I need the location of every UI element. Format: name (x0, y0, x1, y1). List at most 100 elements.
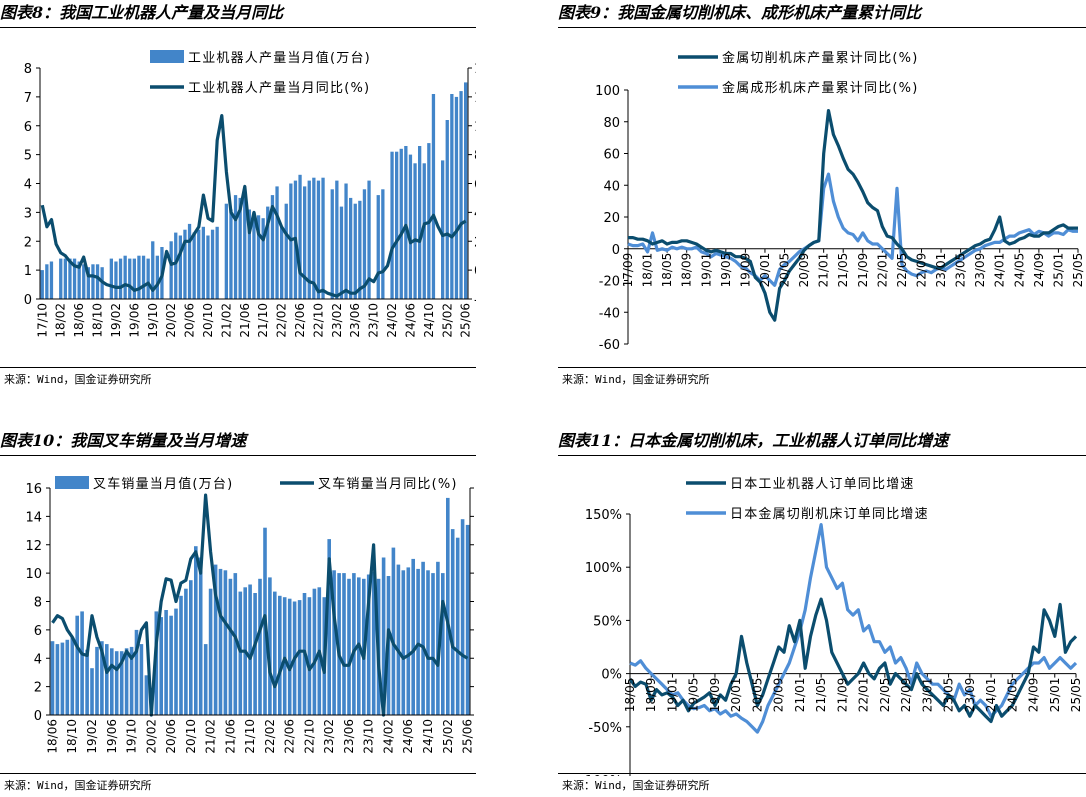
bar (169, 615, 173, 715)
x-tick-label: 25/06 (459, 303, 473, 338)
x-tick-label: 24/01 (993, 253, 1007, 288)
x-tick-label: 18/09 (644, 678, 658, 713)
bar (192, 232, 196, 299)
x-tick-label: 22/02 (263, 719, 277, 754)
y-tick-label: 80 (603, 116, 620, 131)
bar (247, 209, 251, 299)
bar (164, 610, 168, 715)
x-tick-label: 22/10 (311, 303, 325, 338)
x-tick-label: 21/01 (817, 253, 831, 288)
bar (418, 146, 422, 299)
x-tick-label: 19/02 (109, 303, 123, 338)
bar (238, 591, 243, 715)
bar (72, 258, 77, 299)
x-tick-label: 21/10 (256, 303, 270, 338)
bar (284, 203, 288, 299)
x-tick-label: 19/01 (699, 253, 713, 288)
x-tick-label: 19/06 (105, 719, 119, 754)
bar (416, 568, 420, 715)
series-line (628, 109, 1078, 322)
title-rule (0, 455, 476, 456)
bar (321, 177, 325, 299)
bar (312, 177, 316, 299)
bar (109, 258, 113, 299)
bar (146, 258, 150, 299)
x-tick-label: 24/10 (422, 303, 436, 338)
y-tick-label: 1 (24, 264, 32, 279)
bar (114, 651, 119, 715)
bar (280, 226, 284, 299)
bar (391, 547, 396, 715)
bar (344, 183, 348, 299)
bar (45, 264, 49, 299)
x-tick-label: 21/01 (793, 678, 807, 713)
bar (459, 91, 463, 299)
x-tick-label: 23/10 (362, 719, 376, 754)
bar (431, 573, 435, 715)
x-tick-label: 25/05 (1069, 678, 1083, 713)
bar (128, 258, 132, 299)
bar (450, 94, 454, 299)
bar (123, 255, 127, 299)
bar (349, 197, 353, 299)
bar (174, 232, 178, 299)
source-rule (0, 367, 476, 368)
bar (194, 546, 198, 715)
bar (441, 160, 445, 299)
bar (275, 186, 279, 299)
bar (55, 644, 60, 715)
bar (63, 258, 67, 299)
x-tick-label: 17/09 (621, 253, 635, 288)
bar (342, 573, 346, 715)
bar (406, 567, 411, 715)
bar (77, 261, 81, 299)
y-tick-label: -20 (474, 293, 476, 308)
series-line (51, 493, 469, 717)
x-tick-label: 25/05 (1071, 253, 1085, 288)
bar (390, 151, 394, 299)
panel-title: 图表11：日本金属切削机床，工业机器人订单同比增速 (558, 431, 949, 450)
bar (243, 195, 247, 299)
bar (253, 593, 257, 715)
bar (228, 578, 233, 715)
bar (401, 570, 406, 715)
bar (238, 197, 242, 299)
title-rule (0, 27, 476, 28)
x-tick-label: 24/05 (1005, 678, 1019, 713)
bar (436, 561, 440, 715)
bar (307, 597, 312, 715)
x-tick-label: 19/05 (719, 253, 733, 288)
x-tick-label: 22/06 (283, 719, 297, 754)
bar (95, 264, 100, 299)
bar (248, 584, 252, 715)
y-tick-label: 14 (25, 510, 42, 525)
bar (261, 218, 265, 299)
bar (49, 261, 54, 299)
bar (82, 264, 86, 299)
bar (224, 203, 228, 299)
bar (189, 580, 193, 715)
y-tick-label: 100 (474, 120, 476, 135)
bar (332, 570, 336, 715)
bar (65, 639, 70, 715)
x-tick-label: 24/06 (404, 303, 418, 338)
x-tick-label: 25/02 (440, 303, 454, 338)
bar (118, 258, 123, 299)
y-tick-label: 6 (34, 624, 42, 639)
x-tick-label: 20/10 (184, 719, 198, 754)
x-tick-label: 20/09 (797, 253, 811, 288)
panel-title: 图表8：我国工业机器人产量及当月同比 (0, 3, 284, 22)
bar (218, 568, 223, 715)
bar (426, 570, 430, 715)
bar (100, 641, 104, 715)
x-tick-label: 20/06 (164, 719, 178, 754)
bar (119, 651, 124, 715)
bar (278, 595, 282, 715)
x-tick-label: 23/02 (330, 303, 344, 338)
x-tick-label: 21/05 (836, 253, 850, 288)
bar (464, 82, 468, 300)
x-tick-label: 24/01 (984, 678, 998, 713)
x-tick-label: 21/09 (856, 253, 870, 288)
bar (431, 94, 436, 299)
bar (256, 215, 261, 299)
